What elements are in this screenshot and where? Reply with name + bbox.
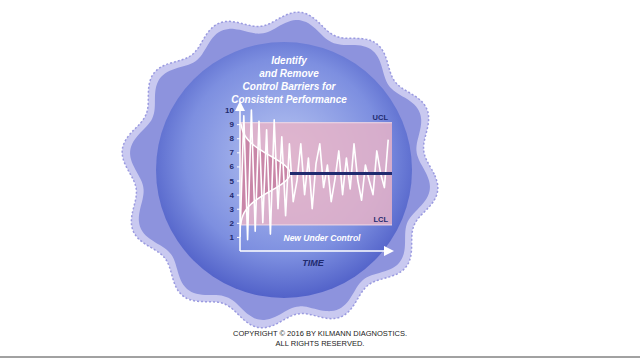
title-line: Consistent Performance (231, 94, 347, 105)
annotation: New Under Control (284, 233, 362, 243)
y-tick: 6 (230, 162, 240, 171)
blob (130, 20, 430, 320)
y-tick: 7 (230, 148, 240, 157)
y-tick-mark (237, 138, 240, 139)
y-tick-label: 5 (230, 177, 235, 186)
y-tick: 9 (230, 120, 240, 129)
y-tick-mark (237, 181, 240, 182)
y-tick: 8 (230, 134, 240, 143)
y-tick-label: 7 (230, 148, 235, 157)
y-tick-mark (237, 195, 240, 196)
lcl-label: LCL (373, 215, 388, 224)
y-axis-line (239, 103, 241, 251)
inner-disc (156, 42, 412, 298)
y-tick-label: 3 (230, 205, 235, 214)
ucl-line (240, 122, 392, 123)
y-tick: 5 (230, 177, 240, 186)
footer-line: ALL RIGHTS RESERVED. (276, 339, 365, 348)
y-tick-label: 4 (230, 191, 235, 200)
y-tick: 4 (230, 191, 240, 200)
y-tick-mark (237, 124, 240, 125)
y-tick-mark (237, 166, 240, 167)
plot-area (240, 110, 392, 240)
y-tick: 10 (225, 106, 240, 115)
title-line: Control Barriers for (243, 81, 337, 92)
y-tick-mark (237, 209, 240, 210)
y-tick-mark (237, 223, 240, 224)
title: Identify and Remove Control Barriers for Co… (231, 55, 347, 105)
y-tick-label: 8 (230, 134, 235, 143)
x-axis (240, 251, 392, 252)
x-axis-title: TIME (302, 258, 324, 268)
title-line: Identify (271, 55, 307, 66)
lcl-line (240, 224, 392, 225)
y-axis: 1 2 3 4 5 6 7 8 9 10 (225, 103, 240, 251)
y-tick: 2 (230, 219, 240, 228)
blob-shadow (122, 12, 438, 328)
y-tick-mark (237, 237, 240, 238)
y-tick: 1 (230, 233, 240, 242)
y-tick-mark (237, 152, 240, 153)
y-tick-label: 6 (230, 162, 235, 171)
footer-line: COPYRIGHT © 2016 BY KILMANN DIAGNOSTICS. (233, 329, 407, 338)
mean-line (290, 172, 392, 175)
y-tick-label: 2 (230, 219, 235, 228)
title-line: and Remove (259, 68, 319, 79)
canvas: 1 2 3 4 5 6 7 8 9 10 Identify and Remove Control Bar… (0, 0, 640, 360)
x-axis-line (240, 250, 392, 252)
ucl-label: UCL (373, 113, 389, 122)
y-tick: 3 (230, 205, 240, 214)
y-tick-label: 1 (230, 233, 235, 242)
y-tick-mark (237, 110, 240, 111)
y-tick-label: 9 (230, 120, 235, 129)
y-tick-label: 10 (225, 106, 234, 115)
footer-rule (0, 357, 640, 358)
